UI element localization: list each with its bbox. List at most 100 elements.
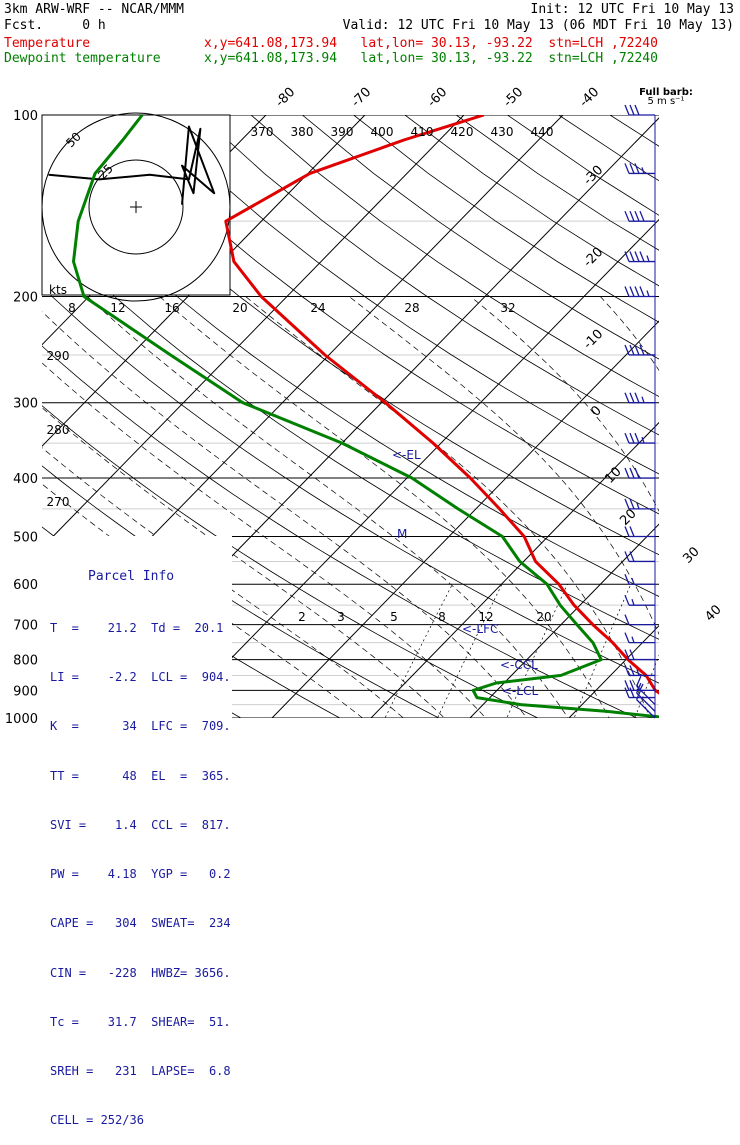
barb-flag [625,574,629,584]
barb-flag [625,433,629,443]
barb-flag [625,551,629,561]
isotherm [371,115,740,718]
parcel-row: SVI = 1.4 CCL = 817. [42,817,232,833]
barb-flag [630,105,634,115]
barb-flag [635,211,639,221]
wind-barb [625,526,655,536]
hodograph-speed-label: 24 [310,301,325,315]
barb-flag [635,287,639,297]
wind-barb [625,595,655,605]
barb-flag [625,163,629,173]
wind-barb [625,650,655,660]
wind-barb [625,551,655,561]
mixing-ratio-line [432,584,503,731]
theta-label: 390 [331,125,354,139]
barb-flag [635,252,639,262]
barb-flag [647,256,649,262]
temperature-label: 0 [588,403,604,419]
theta-label: 410 [411,125,434,139]
barb-flag [625,105,629,115]
dry-adiabat [610,115,740,731]
hodograph-speed-label: 8 [68,301,76,315]
temperature-label: 40 [702,602,724,624]
theta-label: 290 [47,349,70,363]
theta-label: 380 [291,125,314,139]
wind-barb [625,393,655,403]
barb-legend: 5 m s⁻¹ [648,96,685,107]
barb-flag [630,393,634,403]
isotherm [470,115,740,718]
barb-flag [647,291,649,297]
theta-label: 370 [251,125,274,139]
hodograph-speed-label: 16 [164,301,179,315]
barb-flag [635,163,639,173]
barb-flag [630,526,634,536]
parcel-row: SREH = 231 LAPSE= 6.8 [42,1063,232,1079]
pressure-label: 700 [13,619,38,634]
wind-barb [625,211,655,221]
pressure-label: 100 [13,109,38,124]
wind-barb [625,287,655,297]
barb-flag [635,433,639,443]
mixing-ratio-label: 2 [298,610,306,624]
mixing-ratio-label: 8 [438,610,446,624]
barb-flag [640,211,644,221]
mixing-ratio-label: 5 [390,610,398,624]
barb-flag [630,252,634,262]
mixing-ratio-line [630,584,688,731]
parcel-row: Tc = 31.7 SHEAR= 51. [42,1014,232,1030]
barb-flag [635,468,639,478]
parcel-row: TT = 48 EL = 365. [42,768,232,784]
parcel-info-title: Parcel Info [42,569,232,585]
pressure-label: 200 [13,291,38,306]
parcel-info-panel: Parcel Info T = 21.2 Td = 20.1 LI = -2.2… [42,536,232,726]
barb-flag [625,595,629,605]
hodograph-speed-label: 32 [500,301,515,315]
barb-flag [632,637,634,643]
el-marker: <-EL [392,448,421,462]
barb-flag [642,397,644,403]
wind-barb [625,252,655,262]
wind-barb [625,574,655,584]
temperature-label: 30 [680,544,702,566]
dry-adiabat [713,115,740,731]
barb-flag [630,665,634,675]
theta-label: 420 [451,125,474,139]
pressure-label: 1000 [5,712,38,727]
theta-label: 270 [47,495,70,509]
temperature-label: -30 [581,163,607,189]
parcel-row: CAPE = 304 SWEAT= 234 [42,915,232,931]
pressure-label: 600 [13,578,38,593]
barb-flag [625,393,629,403]
barb-flag [625,287,629,297]
dry-adiabat [559,115,740,731]
temperature-label: -70 [349,85,375,111]
moist-adiabat [718,297,740,731]
temperature-label: -40 [577,85,603,111]
temperature-label: 10 [602,464,624,486]
moist-adiabat [246,297,656,731]
barb-flag [630,551,634,561]
mixing-ratio-label: 20 [536,610,551,624]
barb-flag [640,287,644,297]
barb-flag [635,393,639,403]
parcel-row: LI = -2.2 LCL = 904. [42,669,232,685]
barb-flag [635,105,639,115]
isotherm [272,115,740,718]
dry-adiabat [149,115,740,731]
barb-flag [625,468,629,478]
ccl-marker: <-CCL [500,658,538,672]
barb-flag [630,287,634,297]
pressure-label: 400 [13,472,38,487]
dry-adiabat [456,115,740,731]
isotherm [668,115,740,718]
wind-barb [625,345,655,355]
pressure-label: 800 [13,654,38,669]
hodograph-units: kts [49,283,67,297]
lcl-marker: <-LCL [502,684,538,698]
dry-adiabat [661,115,740,731]
lfc-marker: <-LFC [462,622,498,636]
barb-flag [630,433,634,443]
temperature-label: -80 [273,85,299,111]
dry-adiabat [302,115,740,731]
